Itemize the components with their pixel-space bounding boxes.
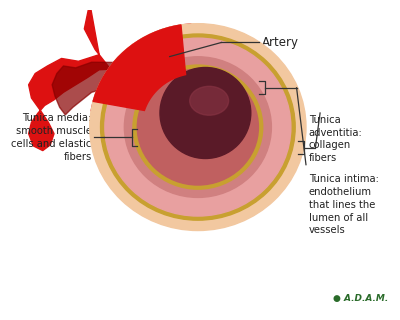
- Ellipse shape: [90, 24, 306, 230]
- Ellipse shape: [160, 68, 251, 158]
- Ellipse shape: [133, 65, 263, 189]
- Text: Artery: Artery: [262, 36, 299, 49]
- Ellipse shape: [105, 38, 291, 216]
- Polygon shape: [29, 3, 191, 151]
- Ellipse shape: [124, 57, 271, 197]
- Ellipse shape: [100, 34, 295, 220]
- Text: Tunica
adventitia:
collagen
fibers: Tunica adventitia: collagen fibers: [309, 115, 362, 163]
- Polygon shape: [52, 62, 189, 115]
- Polygon shape: [93, 25, 186, 110]
- Ellipse shape: [137, 69, 258, 185]
- Text: Tunica media:
smooth muscle
cells and elastic
fibers: Tunica media: smooth muscle cells and el…: [11, 113, 92, 162]
- Ellipse shape: [190, 86, 229, 115]
- Text: Tunica intima:
endothelium
that lines the
lumen of all
vessels: Tunica intima: endothelium that lines th…: [309, 174, 379, 235]
- Text: ● A.D.A.M.: ● A.D.A.M.: [334, 294, 389, 303]
